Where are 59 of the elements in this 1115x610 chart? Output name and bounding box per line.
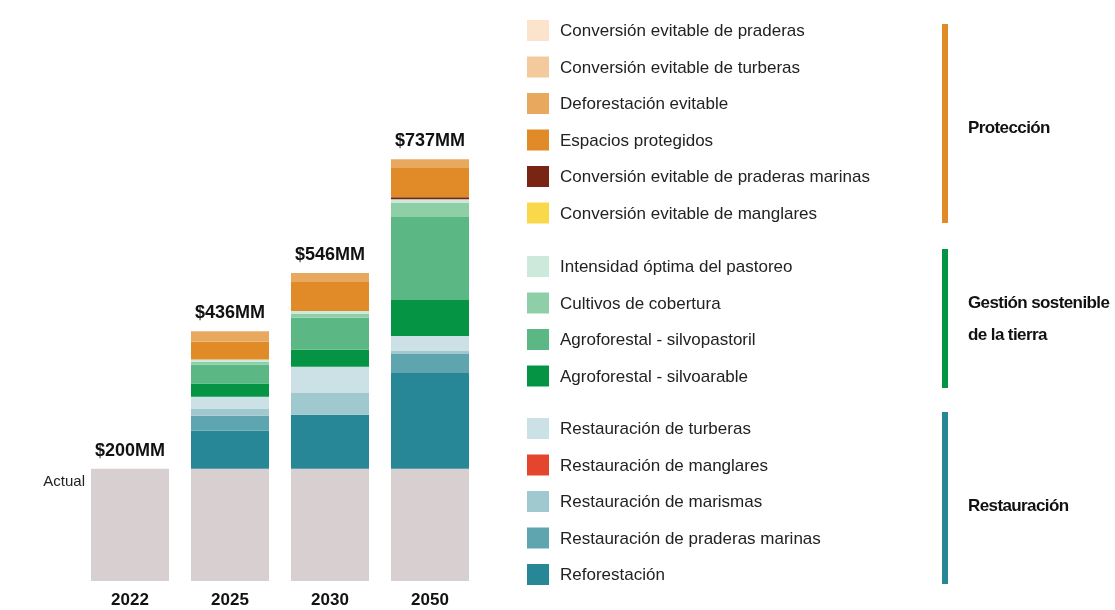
legend-label: Conversión evitable de manglares — [560, 203, 818, 223]
bar — [191, 341, 269, 360]
bar — [291, 317, 369, 350]
bar — [91, 468, 169, 581]
bar — [391, 203, 469, 217]
x-tick-label: 2030 — [311, 590, 349, 609]
x-tick-label: 2050 — [411, 590, 449, 609]
bar — [391, 300, 469, 336]
legend-label: Espacios protegidos — [560, 130, 714, 150]
bar — [291, 414, 369, 469]
bar — [291, 349, 369, 367]
bar — [391, 197, 469, 200]
annotation: $737MM — [394, 130, 466, 151]
bar — [191, 415, 269, 431]
x-tick-label: 2022 — [111, 590, 149, 609]
bar — [391, 335, 469, 352]
text: Gestión sostenible de la tierra — [968, 292, 1111, 346]
bar — [291, 392, 369, 415]
legend-label: Restauración de manglares — [560, 455, 768, 475]
legend-label: Cultivos de cobertura — [560, 293, 722, 313]
legend-label: Deforestación evitable — [560, 94, 729, 113]
series-label: Actual — [43, 471, 85, 489]
legend-label: Agroforestal - silvopastoril — [560, 330, 756, 349]
bar — [391, 159, 469, 169]
bar — [391, 351, 469, 355]
bar — [191, 468, 269, 581]
text: Protección — [968, 117, 1051, 139]
annotation: $546MM — [294, 244, 366, 265]
bar — [391, 168, 469, 198]
legend-label: Reforestación — [560, 565, 665, 584]
annotation: $436MM — [194, 302, 266, 323]
bar — [391, 199, 469, 204]
bar — [291, 314, 369, 318]
bar — [291, 273, 369, 282]
bar — [291, 366, 369, 393]
bar — [391, 372, 469, 469]
bar — [191, 331, 269, 342]
bar — [191, 408, 269, 416]
text: Restauración — [968, 495, 1070, 517]
bar — [391, 468, 469, 581]
bar — [191, 383, 269, 397]
legend-label: Restauración de praderas marinas — [560, 528, 821, 548]
bar — [191, 396, 269, 409]
bar — [391, 216, 469, 301]
bar — [291, 281, 369, 312]
bar — [391, 354, 469, 373]
bar — [291, 468, 369, 581]
legend-label: Restauración de turberas — [560, 419, 751, 438]
legend-label: Conversión evitable de turberas — [560, 57, 801, 77]
legend-label: Conversión evitable de praderas — [560, 21, 805, 40]
bar — [191, 430, 269, 469]
legend-label: Restauración de marismas — [560, 492, 763, 511]
legend-label: Intensidad óptima del pastoreo — [560, 257, 793, 276]
annotation: $200MM — [94, 439, 166, 460]
legend-label: Agroforestal - silvoarable — [560, 366, 749, 386]
legend-label: Conversión evitable de praderas marinas — [560, 167, 870, 186]
bar — [191, 364, 269, 384]
x-tick-label: 2025 — [211, 590, 249, 609]
bar — [291, 311, 369, 314]
